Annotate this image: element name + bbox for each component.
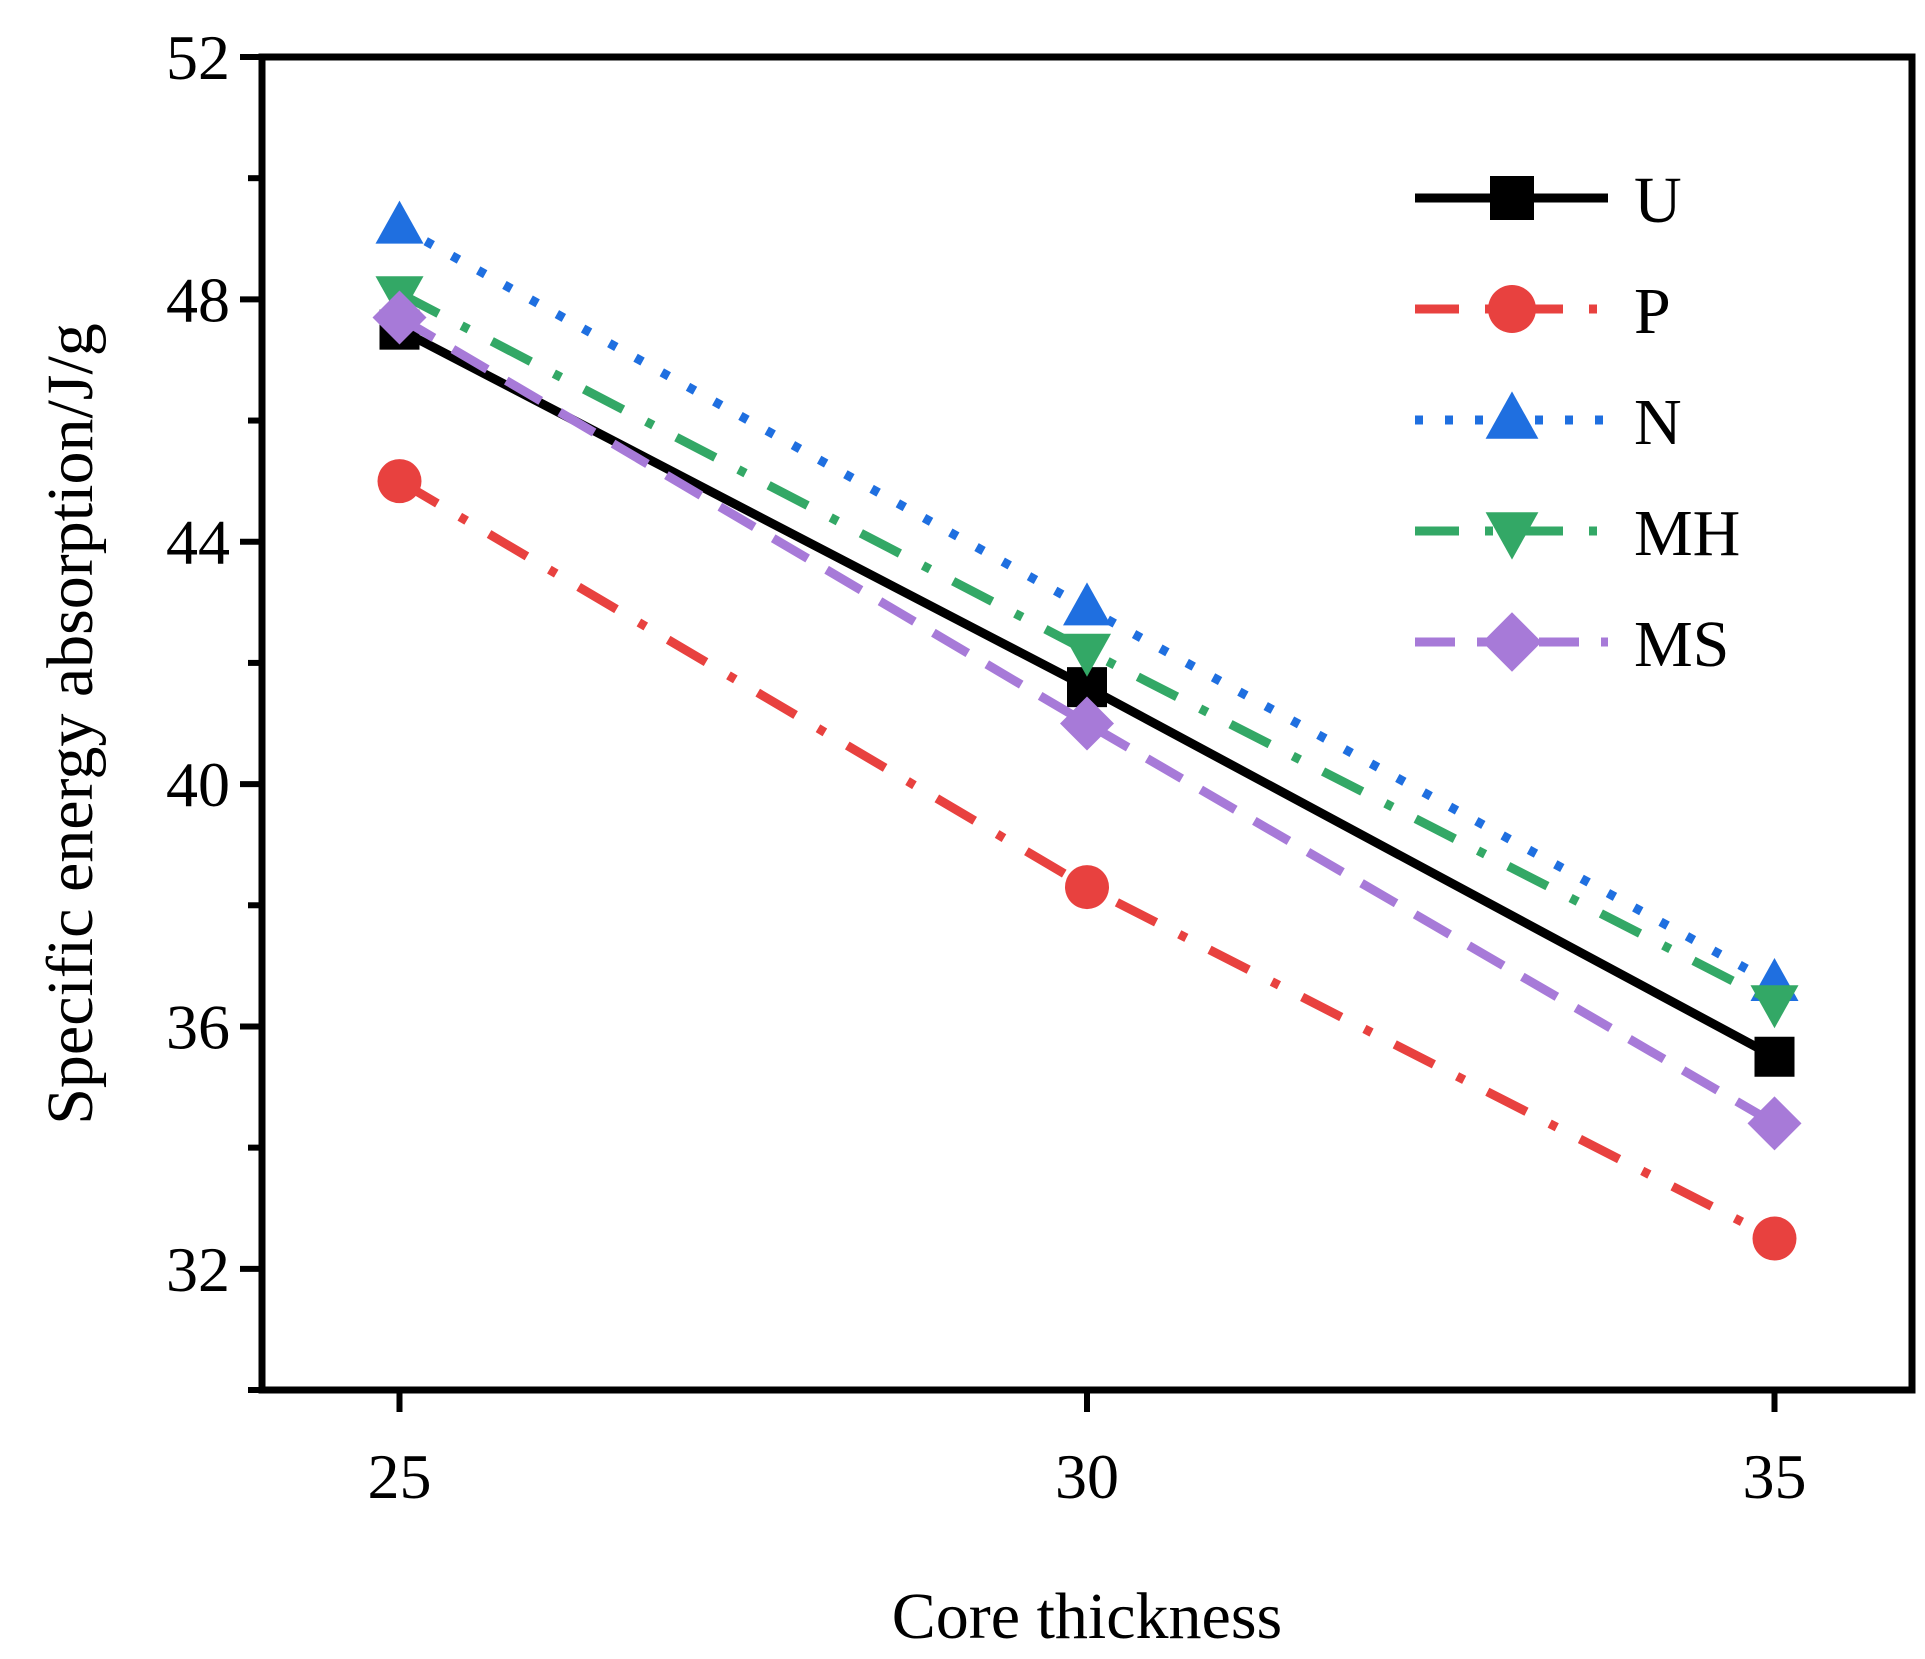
data-point-n xyxy=(375,200,424,244)
legend: UPN MH MS xyxy=(1415,164,1740,681)
data-point-p xyxy=(1752,1216,1797,1261)
legend-item-ms: MS xyxy=(1415,608,1729,681)
data-point-p xyxy=(1065,865,1109,910)
series-line-mh xyxy=(397,289,1777,1007)
legend-label-n: N xyxy=(1634,386,1682,459)
x-tick-label: 25 xyxy=(368,1441,432,1512)
data-point-mh xyxy=(1063,633,1111,677)
legend-item-mh: MH xyxy=(1415,497,1740,570)
y-tick-label: 44 xyxy=(166,507,230,578)
legend-marker-n xyxy=(1485,391,1539,439)
data-point-n xyxy=(1063,582,1111,626)
data-point-ms xyxy=(1060,696,1114,751)
legend-item-n: N xyxy=(1415,386,1682,459)
series-layer xyxy=(372,200,1802,1261)
y-tick-label: 32 xyxy=(166,1234,230,1305)
x-tick-label: 30 xyxy=(1055,1441,1119,1512)
y-tick-label: 40 xyxy=(166,749,230,820)
legend-marker-mh xyxy=(1485,512,1539,560)
data-point-mh xyxy=(1750,985,1799,1029)
x-tick-label: 35 xyxy=(1743,1441,1807,1512)
y-axis-ticks: 32 36 40 44 48 52 xyxy=(166,22,262,1393)
series-ms xyxy=(372,290,1802,1151)
y-tick-label: 48 xyxy=(166,264,230,335)
legend-label-p: P xyxy=(1634,275,1671,348)
y-tick-label: 52 xyxy=(166,22,230,93)
legend-marker-u xyxy=(1490,176,1534,220)
x-axis-ticks: 25 30 35 xyxy=(368,1390,1807,1512)
data-point-u xyxy=(1754,1036,1795,1077)
y-axis-label: Specific energy absorption/J/g xyxy=(34,323,107,1125)
series-line-ms xyxy=(397,313,1777,1128)
y-tick-label: 36 xyxy=(166,991,230,1062)
legend-label-u: U xyxy=(1634,164,1682,237)
legend-item-u: U xyxy=(1415,164,1682,237)
x-axis-label: Core thickness xyxy=(892,1580,1282,1653)
series-mh xyxy=(375,276,1799,1029)
data-point-ms xyxy=(1747,1096,1802,1151)
legend-item-p: P xyxy=(1415,275,1671,348)
series-p xyxy=(377,459,1797,1261)
legend-marker-p xyxy=(1488,285,1536,333)
legend-label-ms: MS xyxy=(1634,608,1729,681)
legend-label-mh: MH xyxy=(1634,497,1740,570)
data-point-p xyxy=(377,459,422,504)
series-u xyxy=(379,309,1795,1077)
legend-marker-ms xyxy=(1482,612,1542,672)
data-point-ms xyxy=(372,290,427,345)
